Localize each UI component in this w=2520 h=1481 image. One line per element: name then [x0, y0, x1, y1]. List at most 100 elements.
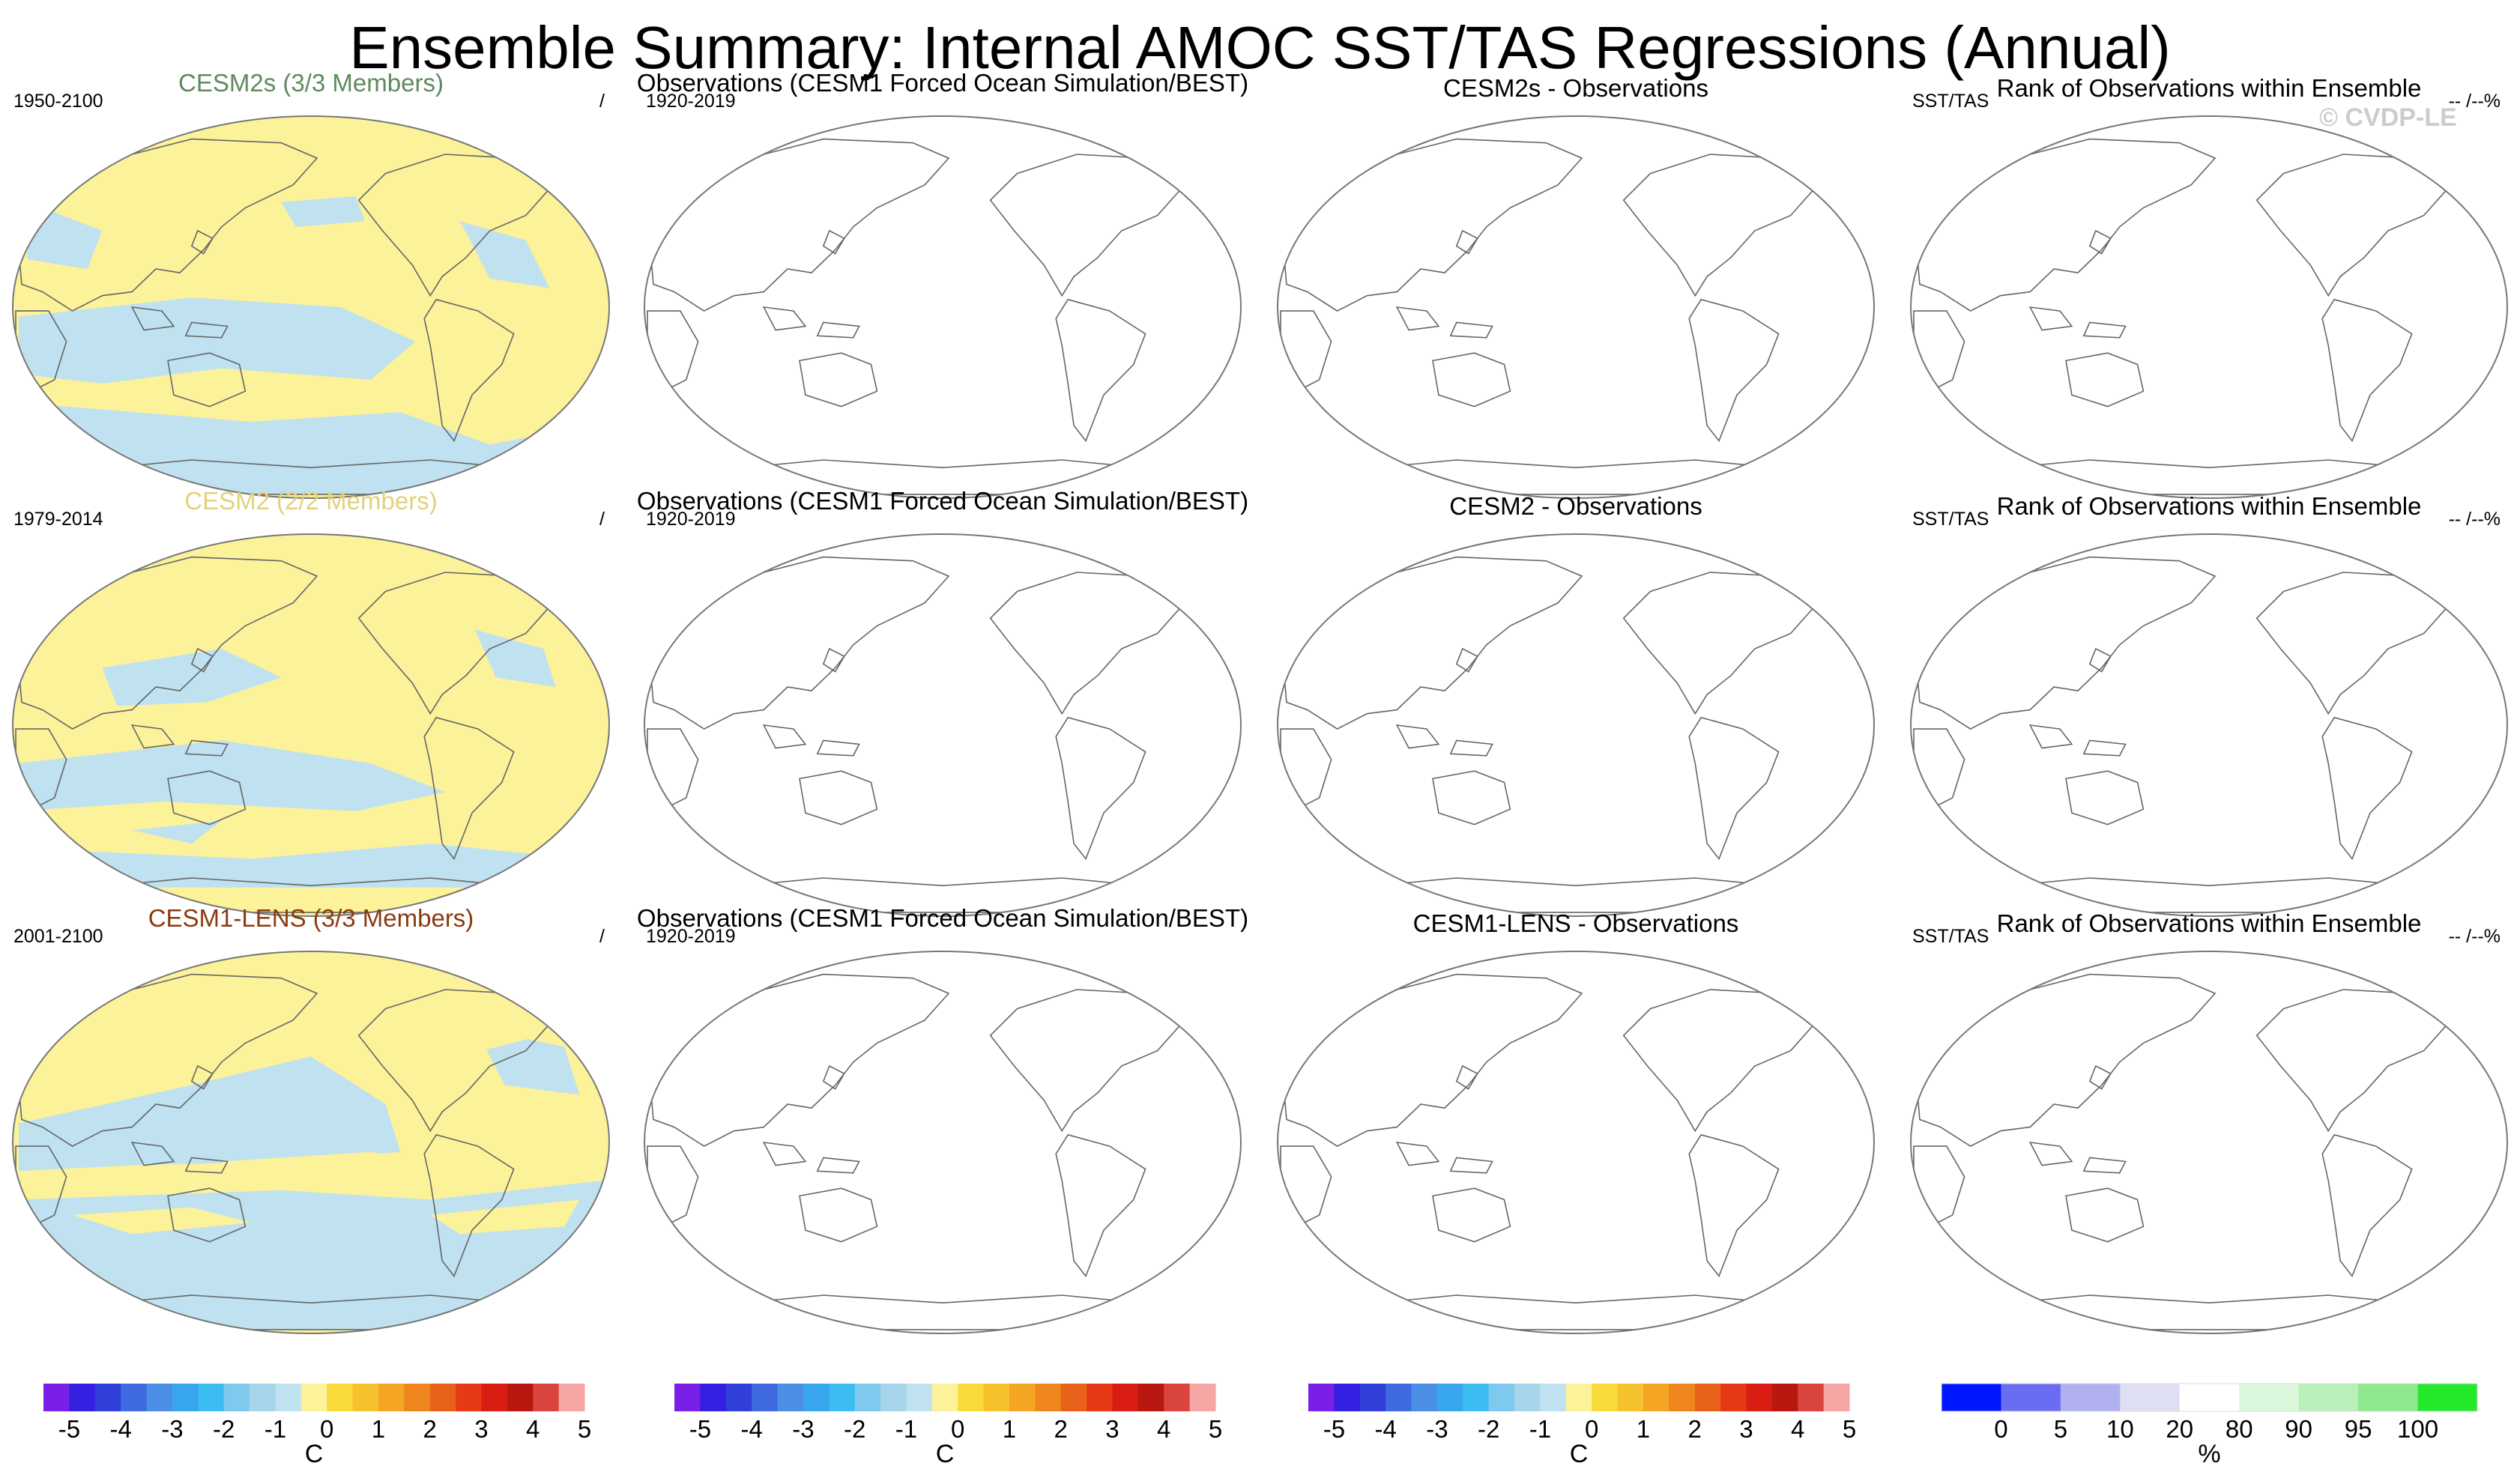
coastline [822, 1064, 845, 1090]
coastline [167, 770, 247, 826]
colorbar-swatch [1035, 1384, 1062, 1411]
negative-anomaly-region [102, 649, 282, 706]
map-outline [644, 951, 1242, 1334]
colorbar-swatch [777, 1384, 804, 1411]
colorbar-swatch [1164, 1384, 1191, 1411]
coastline [762, 1142, 807, 1166]
colorbar-swatch [352, 1384, 379, 1411]
panel-title-difference: CESM1-LENS - Observations [1413, 909, 1739, 937]
colorbar-swatch [1488, 1384, 1515, 1411]
coastline [1688, 716, 1780, 861]
panel-period: 1950-2100 [13, 91, 103, 112]
colorbar-tick-label: 1 [1637, 1415, 1650, 1443]
coastline [1455, 229, 1478, 255]
coastline [1395, 306, 1440, 331]
coastline [1150, 969, 1206, 1017]
map-rank-row1: Rank of Observations within Ensemble SST/… [1910, 74, 2508, 499]
panel-title-difference: CESM2 - Observations [1449, 492, 1702, 520]
colorbar-tick-label: 80 [2226, 1415, 2253, 1443]
map-panels: CESM2s (3/3 Members) 1950-2100 / Observatio… [12, 69, 2508, 1334]
positive-anomaly-region [221, 1151, 460, 1173]
watermark: © CVDP-LE [2319, 103, 2457, 132]
colorbar-swatch [198, 1384, 225, 1411]
map-difference-row3: CESM1-LENS - Observations [1277, 909, 1875, 1334]
colorbar-tick-label: 5 [2054, 1415, 2067, 1443]
panel-right-label: -- /--% [2449, 509, 2501, 530]
colorbar-swatch [1514, 1384, 1541, 1411]
colorbars: -5 -4 -3 -2 -1 0 1 2 3 4 5 C -5 -4 -3 -2 -1 0 1 2 3 4 5 C -5 -4 -3… [43, 1383, 2478, 1468]
coastline [2065, 770, 2145, 826]
coastline [2088, 647, 2112, 673]
colorbar-tick-label: 5 [578, 1415, 591, 1443]
coastline [1150, 134, 1206, 182]
map-observations-row3: Observations (CESM1 Forced Ocean Simulat… [637, 904, 1248, 1334]
colorbar-swatch [1436, 1384, 1463, 1411]
colorbar-swatch [223, 1384, 250, 1411]
map-outline [1910, 951, 2508, 1334]
colorbar-swatch [1308, 1384, 1335, 1411]
negative-anomaly-region [132, 820, 222, 844]
empty-field [1278, 116, 1874, 498]
panel-right-label: -- /--% [2449, 926, 2501, 947]
coastline [167, 1187, 247, 1243]
coastline [2082, 1157, 2127, 1174]
coastline [762, 306, 807, 331]
colorbar-swatch [2417, 1384, 2478, 1411]
negative-anomaly-region [19, 402, 603, 494]
colorbar-swatch [906, 1384, 933, 1411]
panel-title-observations: Observations (CESM1 Forced Ocean Simulat… [637, 69, 1248, 97]
panel-title-observations: Observations (CESM1 Forced Ocean Simulat… [637, 904, 1248, 932]
colorbar-swatch [958, 1384, 985, 1411]
map-observations-row1: Observations (CESM1 Forced Ocean Simulat… [637, 69, 1248, 499]
coastline [190, 647, 214, 673]
coastline [1055, 1133, 1146, 1278]
colorbar-swatch [2298, 1384, 2359, 1411]
coastline [190, 229, 214, 255]
coastline [1455, 1064, 1478, 1090]
panel-right-label: / [599, 509, 605, 530]
colorbar-swatch [2060, 1384, 2121, 1411]
coastline [2321, 1133, 2413, 1278]
map-outline [12, 951, 610, 1334]
colorbar-swatch [507, 1384, 534, 1411]
colorbar-temperature-2: -5 -4 -3 -2 -1 0 1 2 3 4 5 C [674, 1384, 1222, 1468]
colorbar-tick-label: -2 [213, 1415, 235, 1443]
negative-anomaly-region [474, 629, 556, 687]
map-rank-row3: Rank of Observations within Ensemble SST/… [1910, 909, 2508, 1334]
colorbar-tick-label: 4 [526, 1415, 540, 1443]
colorbar-swatch [1411, 1384, 1438, 1411]
positive-anomaly-region [42, 1008, 252, 1062]
map-outline [644, 533, 1242, 917]
colorbar-tick-label: -5 [58, 1415, 80, 1443]
empty-field [1911, 116, 2507, 498]
colorbar-unit: C [1570, 1440, 1589, 1468]
coastline [2088, 229, 2112, 255]
map-ensemble-row2: CESM2 (2/2 Members) 1979-2014 / [12, 487, 610, 917]
panel-variable: SST/TAS [1912, 91, 1989, 112]
colorbar-swatch [1009, 1384, 1036, 1411]
coastline [1455, 647, 1478, 673]
panel-period: 2001-2100 [13, 926, 103, 947]
coastline [816, 1157, 860, 1174]
colorbar-swatch [2358, 1384, 2419, 1411]
map-outline [1277, 115, 1875, 499]
coastline [762, 724, 807, 749]
colorbar-swatch [327, 1384, 354, 1411]
empty-field [1278, 951, 1874, 1333]
colorbar-tick-label: -3 [1426, 1415, 1448, 1443]
coastline [2321, 298, 2413, 443]
colorbar-swatch [1565, 1384, 1592, 1411]
coastline [423, 1133, 515, 1278]
panel-title-rank: Rank of Observations within Ensemble [1997, 909, 2422, 937]
coastline [2088, 1064, 2112, 1090]
coastline [519, 134, 575, 182]
coastline [799, 352, 878, 408]
coastline [1783, 969, 1840, 1017]
colorbar-swatch [1060, 1384, 1087, 1411]
colorbar-swatch [880, 1384, 907, 1411]
coastline [1449, 321, 1493, 339]
coastline [184, 1157, 229, 1174]
coastline [130, 724, 175, 749]
panel-title-observations: Observations (CESM1 Forced Ocean Simulat… [637, 487, 1248, 515]
